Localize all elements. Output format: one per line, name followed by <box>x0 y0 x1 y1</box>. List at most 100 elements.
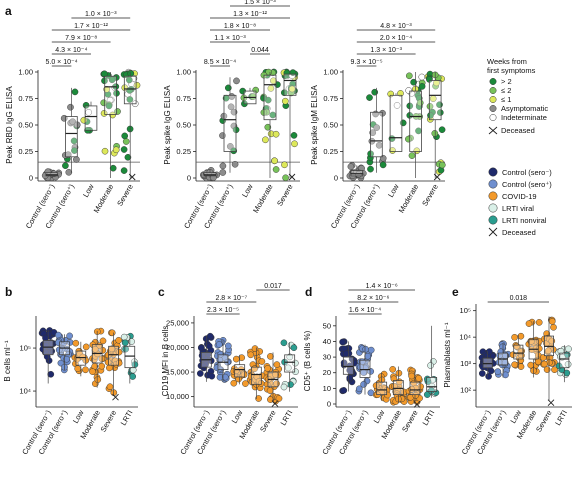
legend-swatch <box>488 191 498 201</box>
legend-label: LRTI nonviral <box>502 216 547 225</box>
p-value: 2.8 × 10⁻⁷ <box>215 295 247 302</box>
data-point <box>502 371 509 379</box>
panel-letter-a: a <box>5 4 12 18</box>
y-tick-label: 30 <box>323 353 331 362</box>
box <box>359 359 371 378</box>
data-point <box>129 373 137 380</box>
p-value: 9.3 × 10⁻⁵ <box>351 59 383 66</box>
category-label: Low <box>240 182 255 199</box>
data-point <box>112 146 120 154</box>
legend-swatch <box>489 114 497 121</box>
data-point <box>418 73 426 81</box>
legend-label: LRTI viral <box>502 204 534 213</box>
box <box>342 356 354 375</box>
data-point <box>357 363 364 371</box>
category-label: Moderate <box>251 183 275 215</box>
data-point <box>73 156 80 163</box>
box <box>108 345 119 366</box>
data-point <box>563 369 571 377</box>
data-point <box>346 374 354 382</box>
p-value: 4.8 × 10⁻³ <box>380 23 412 30</box>
data-point <box>208 372 216 380</box>
panel-letter-d: d <box>305 285 312 299</box>
box <box>263 74 277 121</box>
data-point <box>364 352 372 360</box>
p-value: 1.4 × 10⁻⁶ <box>366 283 398 290</box>
y-tick-label: 10² <box>460 386 471 395</box>
data-point <box>258 358 266 365</box>
category-label: Severe <box>99 409 119 434</box>
data-point <box>273 361 281 368</box>
data-point <box>224 84 232 92</box>
data-point <box>264 365 271 372</box>
data-point <box>389 147 396 154</box>
data-point <box>355 385 363 393</box>
data-point <box>219 162 227 170</box>
data-point <box>82 366 89 374</box>
legend-label: Deceased <box>501 126 535 135</box>
data-point <box>115 348 123 356</box>
category-label: Low <box>230 408 245 425</box>
data-point <box>109 164 117 172</box>
data-point <box>366 94 373 101</box>
data-point <box>124 153 132 161</box>
data-point <box>89 368 96 375</box>
legend-label: Control (sero⁻) <box>502 168 552 177</box>
y-tick-label: 0.50 <box>18 121 33 130</box>
data-point <box>272 371 279 378</box>
y-tick-label: 0 <box>29 174 33 183</box>
legend-groups: Control (sero⁻) Control (sero⁺) COVID-19 LR… <box>488 167 552 237</box>
y-tick-label: 10⁴ <box>459 333 471 342</box>
category-label: Low <box>81 182 96 199</box>
category-label: Severe <box>258 409 278 434</box>
y-tick-label: 20 <box>323 368 331 377</box>
data-point <box>230 147 238 155</box>
data-point <box>544 347 552 355</box>
deceased-mark <box>112 393 119 401</box>
category-label: LRTI <box>553 409 569 427</box>
category-label: Severe <box>275 183 295 208</box>
data-point <box>290 132 298 139</box>
data-point <box>99 337 107 345</box>
data-point <box>101 147 109 155</box>
p-value: 7.9 × 10⁻⁸ <box>65 35 97 42</box>
p-value: 2.0 × 10⁻⁴ <box>380 35 412 42</box>
p-value: 8.2 × 10⁻⁶ <box>357 295 389 302</box>
data-point <box>205 342 213 350</box>
category-label: LRTI <box>119 409 135 427</box>
data-point <box>82 343 90 351</box>
data-point <box>42 334 49 342</box>
data-point <box>535 345 543 352</box>
data-point <box>62 162 69 170</box>
panel-letter-c: c <box>158 285 165 299</box>
y-tick-label: 0.50 <box>323 121 338 130</box>
p-value: 2.3 × 10⁻⁵ <box>207 307 239 314</box>
data-point <box>235 375 242 383</box>
y-tick-label: 10⁵ <box>460 306 471 315</box>
data-point <box>389 366 397 373</box>
data-point <box>408 372 415 380</box>
data-point <box>362 345 370 353</box>
y-tick-label: 0.75 <box>18 94 33 103</box>
y-tick-label: 20,000 <box>166 343 189 352</box>
box <box>284 354 296 373</box>
data-point <box>266 387 274 394</box>
box <box>283 73 297 96</box>
box <box>104 75 117 115</box>
data-point <box>486 348 493 355</box>
category-label: Low <box>71 408 86 425</box>
data-point <box>270 77 277 85</box>
y-tick-label: 0.25 <box>176 147 191 156</box>
y-tick-label: 0.75 <box>323 94 338 103</box>
box <box>482 357 493 369</box>
legend-label: > 2 <box>501 77 512 86</box>
box <box>370 111 383 158</box>
y-tick-label: 0 <box>327 400 331 409</box>
legend-label: ≤ 2 <box>501 86 511 95</box>
category-label: Severe <box>115 183 135 208</box>
legend-label: Control (sero⁺) <box>502 180 552 189</box>
data-point <box>426 103 434 110</box>
data-point <box>96 342 103 350</box>
